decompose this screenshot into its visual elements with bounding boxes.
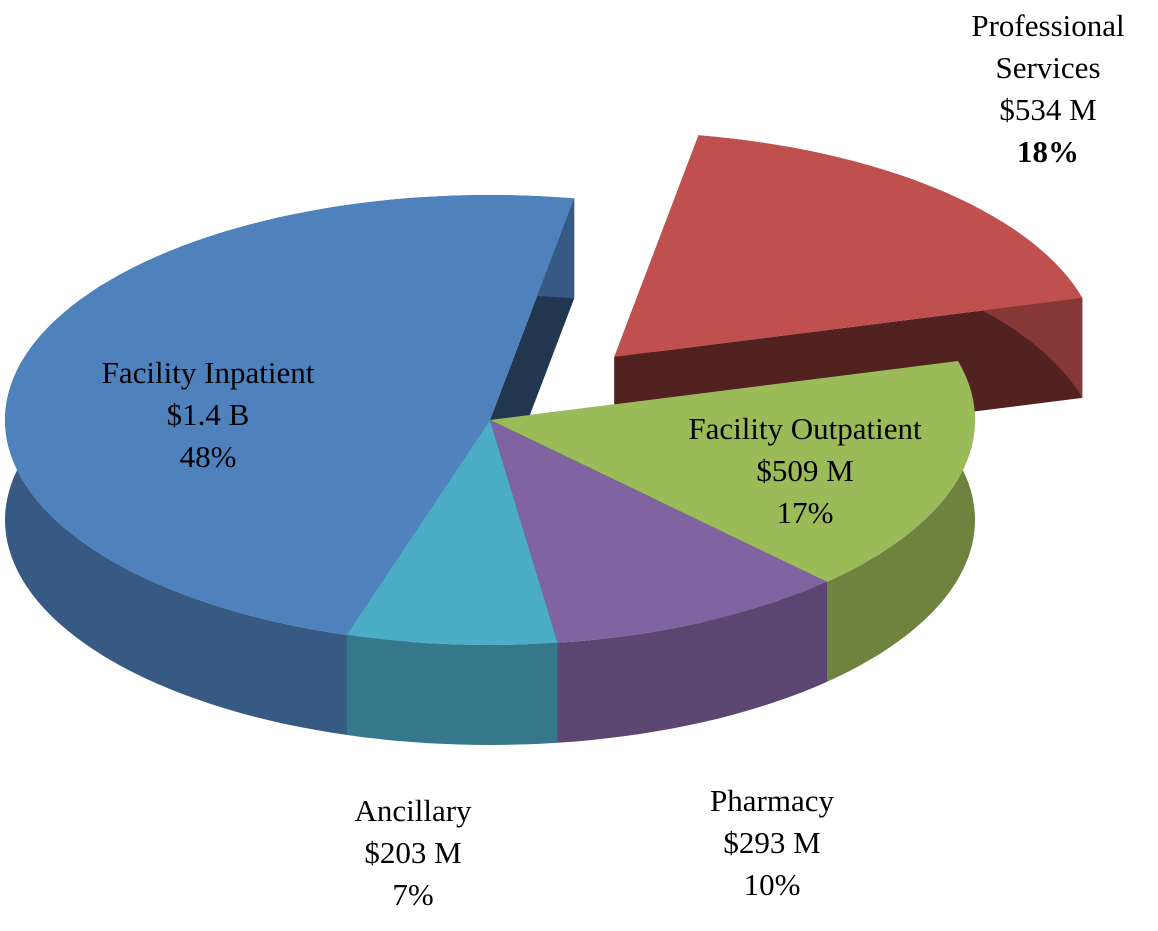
slice-side <box>346 634 558 745</box>
data-label: Pharmacy $293 M 10% <box>652 780 892 906</box>
slice <box>346 420 558 645</box>
category-label: Facility Outpatient <box>688 411 922 446</box>
data-label: Facility Outpatient $509 M 17% <box>625 408 985 534</box>
slice-side <box>826 361 975 682</box>
amount-label: $293 M <box>723 825 821 860</box>
value-label: 18% <box>1017 134 1079 169</box>
slice <box>490 361 975 582</box>
slice-side <box>557 581 827 743</box>
amount-label: $203 M <box>364 835 462 870</box>
data-label: Facility Inpatient $1.4 B 48% <box>48 352 368 478</box>
amount-label: $534 M <box>999 92 1097 127</box>
category-label: Professional Services <box>971 8 1125 85</box>
value-label: 17% <box>776 495 834 530</box>
slice <box>614 135 1083 357</box>
slice <box>5 195 575 635</box>
value-label: 7% <box>392 877 434 912</box>
value-label: 10% <box>743 867 801 902</box>
data-label: Ancillary $203 M 7% <box>293 790 533 916</box>
amount-label: $509 M <box>756 453 854 488</box>
value-label: 48% <box>179 439 237 474</box>
amount-label: $1.4 B <box>166 397 250 432</box>
category-label: Facility Inpatient <box>101 355 315 390</box>
data-label: Professional Services $534 M 18% <box>933 5 1158 173</box>
category-label: Ancillary <box>354 793 472 828</box>
slice <box>490 420 827 643</box>
category-label: Pharmacy <box>710 783 834 818</box>
